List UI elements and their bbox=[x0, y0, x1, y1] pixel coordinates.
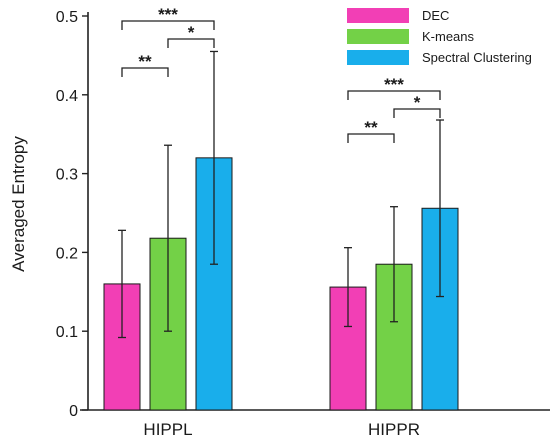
significance-label: * bbox=[188, 23, 195, 42]
error-bars bbox=[118, 50, 444, 339]
legend-swatch bbox=[347, 8, 409, 23]
significance-bracket bbox=[121, 67, 169, 77]
legend-label: Spectral Clustering bbox=[422, 50, 532, 65]
category-label: HIPPR bbox=[368, 420, 420, 439]
significance-bracket bbox=[393, 108, 441, 118]
y-tick-label: 0 bbox=[69, 403, 78, 420]
y-tick-label: 0.2 bbox=[56, 245, 78, 262]
legend: DEC K-means Spectral Clustering bbox=[347, 8, 532, 65]
y-tick-label: 0.4 bbox=[56, 88, 78, 105]
category-label: HIPPL bbox=[143, 420, 192, 439]
significance-label: *** bbox=[384, 75, 404, 94]
legend-label: K-means bbox=[422, 29, 475, 44]
y-tick-label: 0.3 bbox=[56, 167, 78, 184]
significance-label: ** bbox=[138, 52, 152, 71]
significance-label: *** bbox=[158, 5, 178, 24]
y-axis-title: Averaged Entropy bbox=[9, 136, 28, 272]
bar bbox=[375, 263, 413, 411]
bar bbox=[195, 157, 233, 411]
legend-label: DEC bbox=[422, 8, 449, 23]
legend-swatch bbox=[347, 29, 409, 44]
bars bbox=[103, 157, 459, 411]
y-tick-label: 0.1 bbox=[56, 324, 78, 341]
significance-label: ** bbox=[364, 118, 378, 137]
significance-bracket bbox=[121, 20, 215, 30]
y-tick-label: 0.5 bbox=[56, 9, 78, 26]
significance-brackets: ************ bbox=[121, 5, 441, 143]
significance-bracket bbox=[167, 38, 215, 48]
significance-label: * bbox=[414, 93, 421, 112]
significance-bracket bbox=[347, 133, 395, 143]
significance-bracket bbox=[347, 90, 441, 100]
legend-swatch bbox=[347, 50, 409, 65]
